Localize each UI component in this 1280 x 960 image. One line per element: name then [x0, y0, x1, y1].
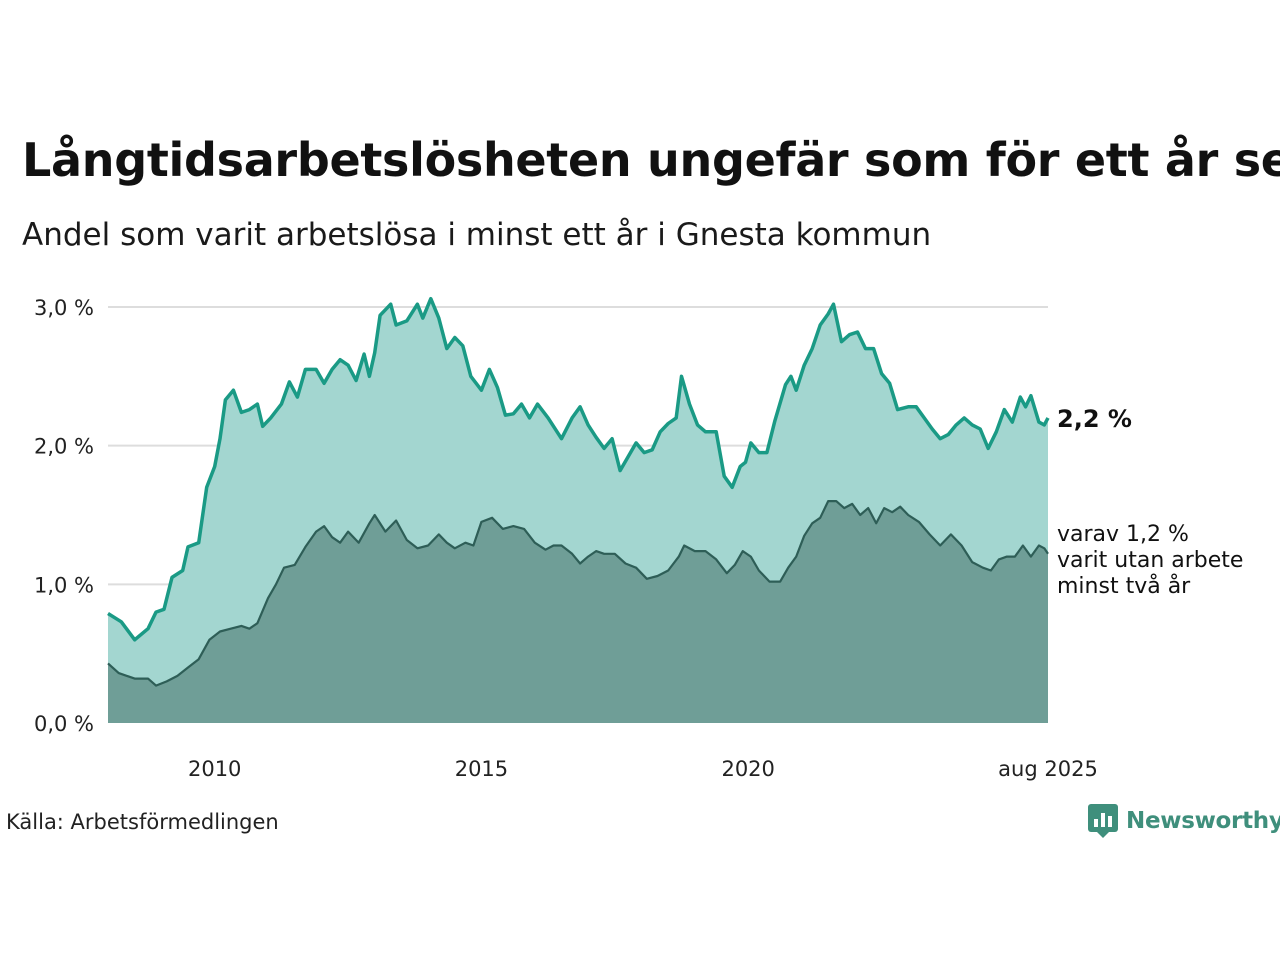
axis-labels: 0,0 % 1,0 % 2,0 % 3,0 % 2010 2015 2020 aug 2025 — [34, 296, 1098, 781]
y-tick-label: 3,0 % — [34, 296, 94, 320]
y-tick-label: 1,0 % — [34, 573, 94, 597]
source-note: Källa: Arbetsförmedlingen — [6, 810, 279, 834]
newsworthy-logo-icon — [1088, 804, 1118, 838]
x-tick-label: 2020 — [721, 757, 774, 781]
newsworthy-logo: Newsworthy — [1088, 804, 1280, 838]
x-tick-label: 2010 — [188, 757, 241, 781]
series-areas — [107, 296, 1050, 723]
chart-subtitle: Andel som varit arbetslösa i minst ett å… — [22, 217, 932, 253]
series2-end-label-line: varit utan arbete — [1057, 548, 1243, 573]
x-tick-label: aug 2025 — [998, 757, 1098, 781]
series1-end-label: 2,2 % — [1057, 405, 1132, 433]
logo-text: Newsworthy — [1126, 808, 1280, 834]
series2-end-label-line: varav 1,2 % — [1057, 522, 1189, 547]
y-tick-label: 0,0 % — [34, 712, 94, 736]
y-tick-label: 2,0 % — [34, 435, 94, 459]
series2-end-label-line: minst två år — [1057, 573, 1191, 599]
x-tick-label: 2015 — [455, 757, 508, 781]
chart-title: Långtidsarbetslösheten ungefär som för e… — [22, 133, 1280, 187]
series-area-2 — [108, 501, 1048, 723]
series-line-2 — [107, 500, 1049, 687]
series-line-1 — [107, 296, 1050, 642]
